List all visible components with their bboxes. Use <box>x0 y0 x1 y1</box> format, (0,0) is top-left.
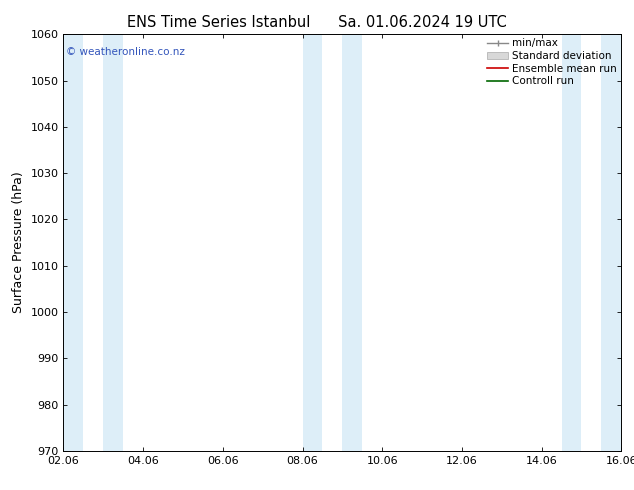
Bar <box>342 34 362 451</box>
Y-axis label: Surface Pressure (hPa): Surface Pressure (hPa) <box>12 172 25 314</box>
Text: © weatheronline.co.nz: © weatheronline.co.nz <box>66 47 185 57</box>
Bar <box>302 34 323 451</box>
Text: ENS Time Series Istanbul      Sa. 01.06.2024 19 UTC: ENS Time Series Istanbul Sa. 01.06.2024 … <box>127 15 507 30</box>
Bar <box>562 34 581 451</box>
Bar <box>63 34 83 451</box>
Bar <box>103 34 123 451</box>
Legend: min/max, Standard deviation, Ensemble mean run, Controll run: min/max, Standard deviation, Ensemble me… <box>485 36 619 88</box>
Bar <box>602 34 621 451</box>
